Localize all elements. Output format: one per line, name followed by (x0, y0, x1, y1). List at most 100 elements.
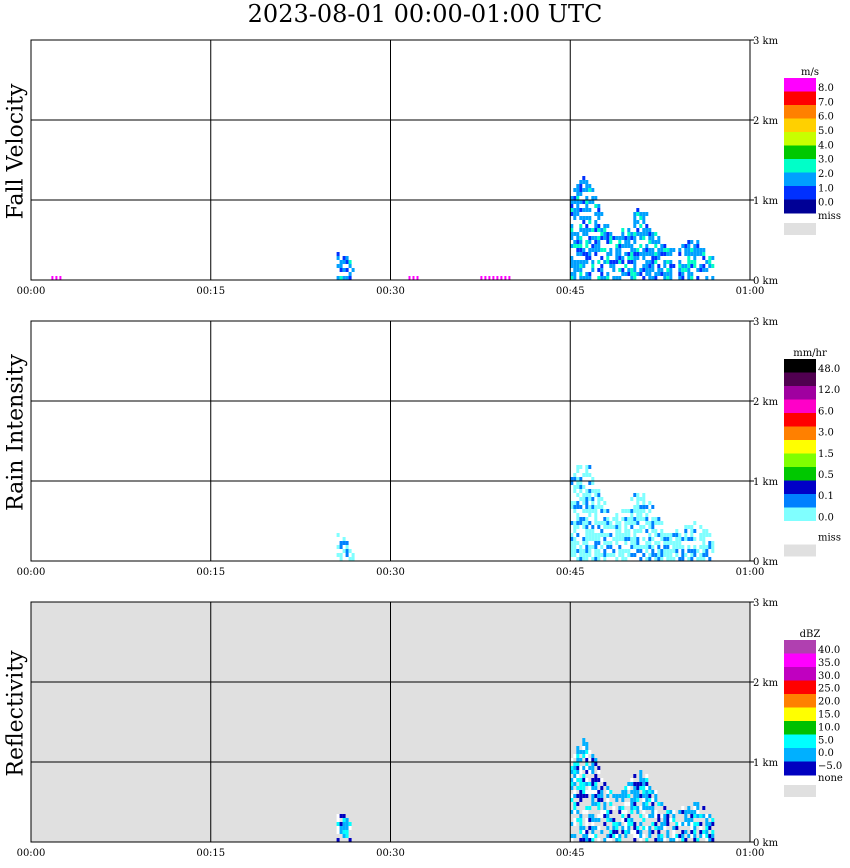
legend-label: 40.0 (818, 645, 840, 656)
x-tick-label: 00:00 (17, 567, 46, 578)
y-tick-label: 2 km (753, 397, 779, 408)
legend-label: 1.0 (818, 183, 834, 194)
legend-missing-label: miss (818, 533, 841, 544)
legend-label: 6.0 (818, 406, 834, 417)
x-tick-label: 00:45 (556, 567, 585, 578)
legend-swatch (784, 132, 816, 146)
legend-label: 30.0 (818, 671, 840, 682)
legend-swatch (784, 118, 816, 133)
legend-swatch (784, 653, 816, 668)
legend-label: 7.0 (818, 97, 834, 108)
legend-missing-swatch (784, 544, 816, 557)
x-tick-label: 00:00 (17, 848, 46, 859)
legend-label: 12.0 (818, 385, 840, 396)
legend-unit: mm/hr (793, 348, 827, 359)
rain-intensity-panel: 00:00 00:15 00:30 00:45 01:00 0 km 1 km 2 km 3 k… (0, 302, 850, 587)
legend-swatch (784, 426, 816, 441)
legend-label: 6.0 (818, 112, 834, 123)
y-tick-label: 1 km (753, 758, 779, 769)
legend-label: 48.0 (818, 364, 840, 375)
legend-swatch (784, 172, 816, 187)
legend-label: 25.0 (818, 684, 840, 695)
x-tick-label: 00:15 (196, 286, 225, 297)
y-tick-label: 3 km (753, 598, 779, 609)
fall-velocity-panel: 00:00 00:15 00:30 00:45 01:00 0 km 1 km 2 km 3 k… (0, 21, 850, 306)
x-tick-label: 00:30 (376, 286, 405, 297)
legend-missing-label: miss (818, 211, 841, 222)
legend-label: 3.0 (818, 155, 834, 166)
legend-swatch (784, 440, 816, 454)
echo-speckle (408, 276, 419, 280)
y-tick-label: 3 km (753, 317, 779, 328)
legend-swatch (784, 694, 816, 708)
y-tick-label: 0 km (753, 276, 779, 287)
legend-label: 20.0 (818, 697, 840, 708)
plot-frame (30, 39, 751, 281)
y-tick-label: 0 km (753, 838, 779, 849)
echo-region (570, 738, 715, 842)
legend-label: 1.5 (818, 449, 834, 460)
legend-swatch (784, 399, 816, 414)
reflectivity-chart: 00:00 00:15 00:30 00:45 01:000 km 1 km 2 km 3 k… (17, 598, 843, 859)
legend-swatch (784, 707, 816, 722)
legend-unit: m/s (801, 67, 819, 78)
x-tick-label: 01:00 (736, 567, 765, 578)
legend-swatch (784, 680, 816, 695)
x-tick-label: 00:45 (556, 286, 585, 297)
legend-swatch (784, 386, 816, 400)
legend-missing-swatch (784, 785, 816, 797)
legend-swatch (784, 521, 816, 535)
legend-swatch (784, 480, 816, 495)
legend-label: 0.0 (818, 198, 834, 209)
legend-swatch (784, 413, 816, 427)
legend-label: 35.0 (818, 658, 840, 669)
legend-swatch (784, 359, 816, 373)
legend-label: 5.0 (818, 126, 834, 137)
legend-missing-label: none (818, 773, 843, 784)
legend-swatch (784, 761, 816, 776)
legend-label: 0.0 (818, 512, 834, 523)
echo-region (570, 465, 715, 561)
legend-swatch (784, 186, 816, 200)
y-tick-label: 1 km (753, 196, 779, 207)
x-tick-label: 01:00 (736, 286, 765, 297)
legend-swatch (784, 667, 816, 681)
legend-swatch (784, 640, 816, 654)
echo-region (336, 533, 355, 561)
y-tick-label: 1 km (753, 477, 779, 488)
legend-swatch (784, 721, 816, 735)
legend-swatch (784, 734, 816, 749)
echo-region (336, 814, 352, 842)
rain-intensity-chart: 00:00 00:15 00:30 00:45 01:000 km 1 km 2 km 3 k… (17, 317, 841, 578)
legend-swatch (784, 199, 816, 214)
echo-region (570, 176, 715, 280)
echo-region (336, 252, 355, 280)
x-tick-label: 00:15 (196, 567, 225, 578)
legend-swatch (784, 453, 816, 468)
x-tick-label: 00:30 (376, 848, 405, 859)
reflectivity-panel: 00:00 00:15 00:30 00:45 01:00 0 km 1 km 2 km 3 k… (0, 583, 850, 868)
reflectivity-ylabel: Reflectivity (3, 650, 29, 777)
legend-swatch (784, 159, 816, 173)
legend-label: −5.0 (818, 761, 842, 772)
legend-label: 0.1 (818, 491, 834, 502)
legend-missing-swatch (784, 223, 816, 235)
legend-swatch (784, 748, 816, 762)
rain-intensity-ylabel: Rain Intensity (3, 354, 29, 511)
legend-swatch (784, 105, 816, 119)
legend-unit: dBZ (800, 629, 821, 640)
plot-frame (30, 601, 751, 843)
echo-speckle (51, 276, 62, 280)
legend-swatch (784, 145, 816, 160)
plot-frame (30, 320, 751, 562)
legend-swatch (784, 372, 816, 387)
x-tick-label: 01:00 (736, 848, 765, 859)
chart-title: 2023-08-01 00:00-01:00 UTC (247, 0, 603, 28)
legend-label: 0.0 (818, 748, 834, 759)
legend-label: 8.0 (818, 83, 834, 94)
x-tick-label: 00:30 (376, 567, 405, 578)
fall-velocity-chart: 00:00 00:15 00:30 00:45 01:000 km 1 km 2 km 3 k… (17, 36, 841, 297)
legend-label: 4.0 (818, 140, 834, 151)
echo-speckle (480, 276, 511, 280)
legend-swatch (784, 494, 816, 508)
